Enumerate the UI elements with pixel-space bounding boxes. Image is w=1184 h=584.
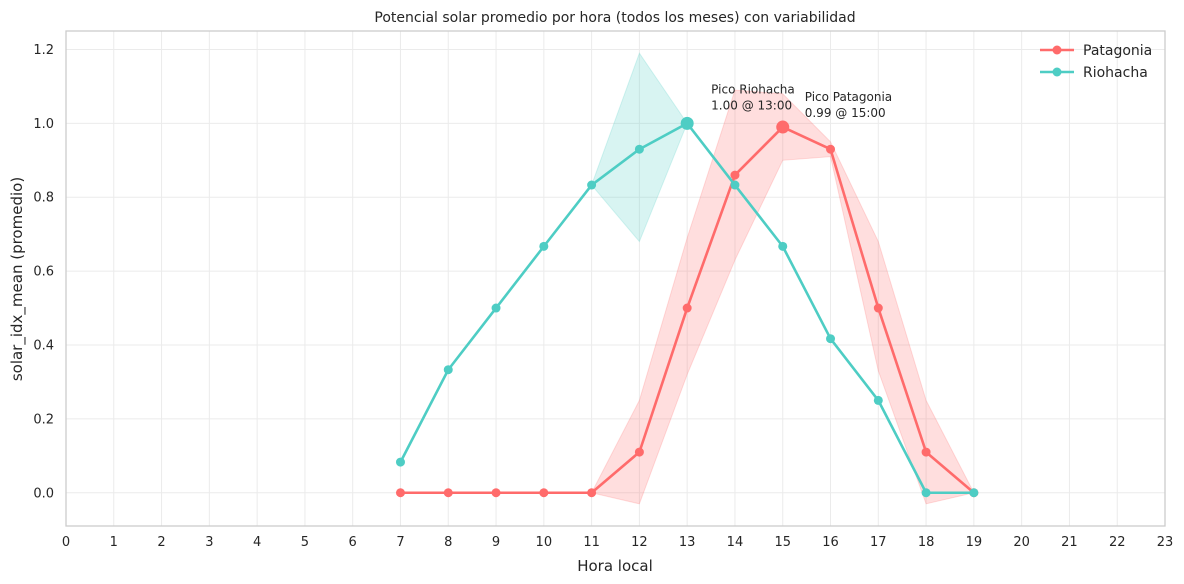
peak-annotation-title: Pico Riohacha (711, 82, 795, 96)
x-tick-label: 16 (822, 535, 839, 550)
data-point-riohacha (634, 144, 644, 154)
data-point-patagonia (634, 447, 644, 457)
y-tick-label: 1.2 (33, 43, 54, 58)
legend-marker-patagonia (1052, 45, 1062, 55)
data-point-riohacha (921, 488, 931, 498)
legend-marker-riohacha (1052, 67, 1062, 77)
x-tick-label: 11 (583, 535, 600, 550)
data-point-patagonia (921, 447, 931, 457)
data-point-patagonia (873, 303, 883, 313)
legend: Patagonia Riohacha (1040, 43, 1152, 81)
data-point-riohacha (539, 241, 549, 251)
data-point-patagonia (682, 303, 692, 313)
y-tick-label: 0.6 (33, 265, 54, 280)
x-tick-label: 15 (774, 535, 791, 550)
data-point-patagonia (587, 488, 597, 498)
x-tick-label: 7 (396, 535, 404, 550)
x-tick-label: 18 (918, 535, 935, 550)
data-point-riohacha (873, 395, 883, 405)
x-tick-label: 2 (157, 535, 165, 550)
series-points (395, 116, 979, 498)
x-tick-label: 19 (966, 535, 983, 550)
x-tick-label: 8 (444, 535, 452, 550)
x-tick-label: 10 (536, 535, 553, 550)
x-tick-label: 3 (205, 535, 213, 550)
data-point-patagonia (730, 170, 740, 180)
data-point-riohacha (443, 365, 453, 375)
data-point-patagonia (826, 144, 836, 154)
x-tick-label: 14 (727, 535, 744, 550)
y-tick-label: 0.2 (33, 412, 54, 427)
data-point-riohacha (491, 303, 501, 313)
x-axis-label: Hora local (577, 557, 653, 575)
peak-annotations: Pico Riohacha 1.00 @ 13:00 Pico Patagonia 0… (711, 82, 892, 120)
x-tick-label: 0 (62, 535, 70, 550)
peak-annotation-title: Pico Patagonia (805, 90, 892, 104)
y-tick-label: 0.8 (33, 191, 54, 206)
data-point-patagonia (395, 488, 405, 498)
x-tick-label: 21 (1061, 535, 1078, 550)
data-point-riohacha (969, 488, 979, 498)
x-tick-label: 13 (679, 535, 696, 550)
data-point-patagonia (443, 488, 453, 498)
x-tick-label: 1 (110, 535, 118, 550)
data-point-patagonia (539, 488, 549, 498)
peak-marker-riohacha (680, 116, 694, 130)
data-point-riohacha (778, 241, 788, 251)
x-tick-label: 5 (301, 535, 309, 550)
data-point-riohacha (587, 180, 597, 190)
data-point-patagonia (491, 488, 501, 498)
data-point-riohacha (730, 180, 740, 190)
x-tick-label: 23 (1157, 535, 1174, 550)
y-tick-label: 0.0 (33, 486, 54, 501)
x-tick-label: 6 (349, 535, 357, 550)
x-tick-label: 17 (870, 535, 887, 550)
plot-frame (65, 30, 1166, 527)
x-tick-label: 9 (492, 535, 500, 550)
data-point-riohacha (395, 457, 405, 467)
x-tick-label: 4 (253, 535, 261, 550)
y-tick-label: 1.0 (33, 117, 54, 132)
y-tick-labels: 0.0 0.2 0.4 0.6 0.8 1.0 1.2 (33, 43, 54, 501)
y-axis-label: solar_idx_mean (promedio) (8, 177, 27, 381)
legend-label-patagonia: Patagonia (1083, 43, 1152, 59)
legend-label-riohacha: Riohacha (1083, 65, 1148, 81)
x-tick-label: 20 (1013, 535, 1030, 550)
chart-title: Potencial solar promedio por hora (todos… (374, 10, 855, 26)
y-tick-label: 0.4 (33, 338, 54, 353)
peak-marker-patagonia (776, 120, 790, 134)
x-tick-labels: 0 1 2 3 4 5 6 7 8 9 10 11 12 13 14 15 16 17 18 19 20 21 22 23 (62, 535, 1173, 550)
x-tick-label: 12 (631, 535, 648, 550)
peak-annotation-value: 1.00 @ 13:00 (711, 98, 792, 112)
peak-annotation-value: 0.99 @ 15:00 (805, 106, 886, 120)
plot-border (65, 30, 1166, 527)
x-tick-label: 22 (1109, 535, 1126, 550)
grid-lines (65, 31, 1166, 526)
data-point-riohacha (826, 334, 836, 344)
